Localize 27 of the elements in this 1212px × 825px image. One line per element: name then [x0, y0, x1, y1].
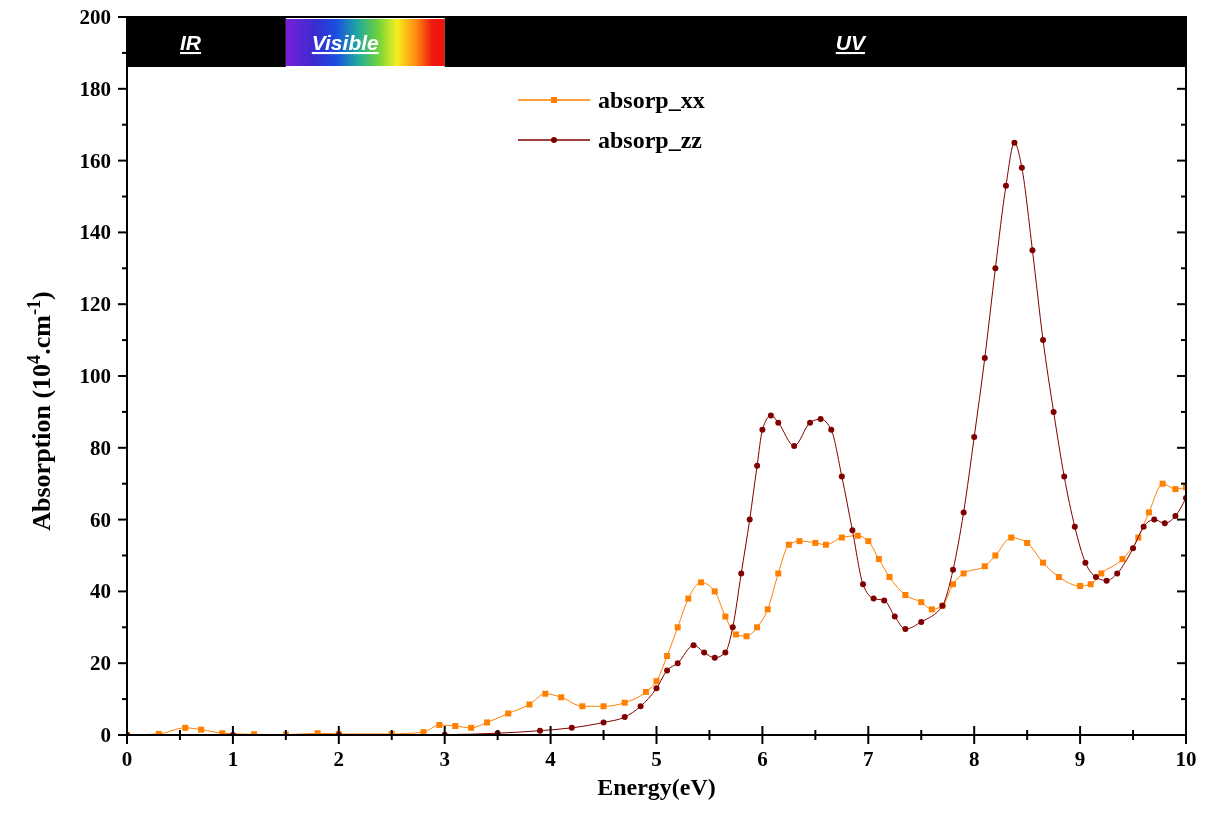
y-tick-label: 160: [79, 148, 111, 173]
legend-label: absorp_xx: [598, 87, 705, 113]
y-tick-label: 180: [79, 76, 111, 101]
y-tick-label: 100: [79, 364, 111, 388]
band-label: IR: [180, 31, 202, 54]
y-tick-label: 20: [90, 651, 111, 676]
y-tick-label: 60: [90, 507, 111, 532]
y-tick-label: 120: [79, 292, 111, 317]
band-label: UV: [835, 31, 867, 54]
y-tick-label: 200: [79, 5, 111, 29]
y-tick-label: 80: [90, 435, 111, 460]
x-axis-title: Energy(eV): [597, 774, 716, 800]
x-tick-label: 9: [1074, 747, 1086, 771]
x-tick-label: 8: [968, 747, 980, 771]
x-tick-label: 7: [863, 747, 874, 771]
x-tick-label: 1: [227, 747, 239, 771]
x-tick-label: 10: [1175, 747, 1197, 771]
x-tick-label: 5: [651, 747, 662, 771]
x-tick-label: 0: [121, 747, 133, 771]
y-tick-label: 40: [90, 579, 111, 604]
x-tick-label: 6: [757, 747, 768, 771]
y-tick-label: 140: [79, 220, 111, 245]
y-tick-label: 0: [100, 723, 111, 747]
x-tick-label: 3: [439, 747, 450, 771]
x-tick-label: 4: [545, 747, 557, 771]
legend-label: absorp_zz: [598, 127, 703, 153]
x-tick-label: 2: [333, 747, 345, 771]
